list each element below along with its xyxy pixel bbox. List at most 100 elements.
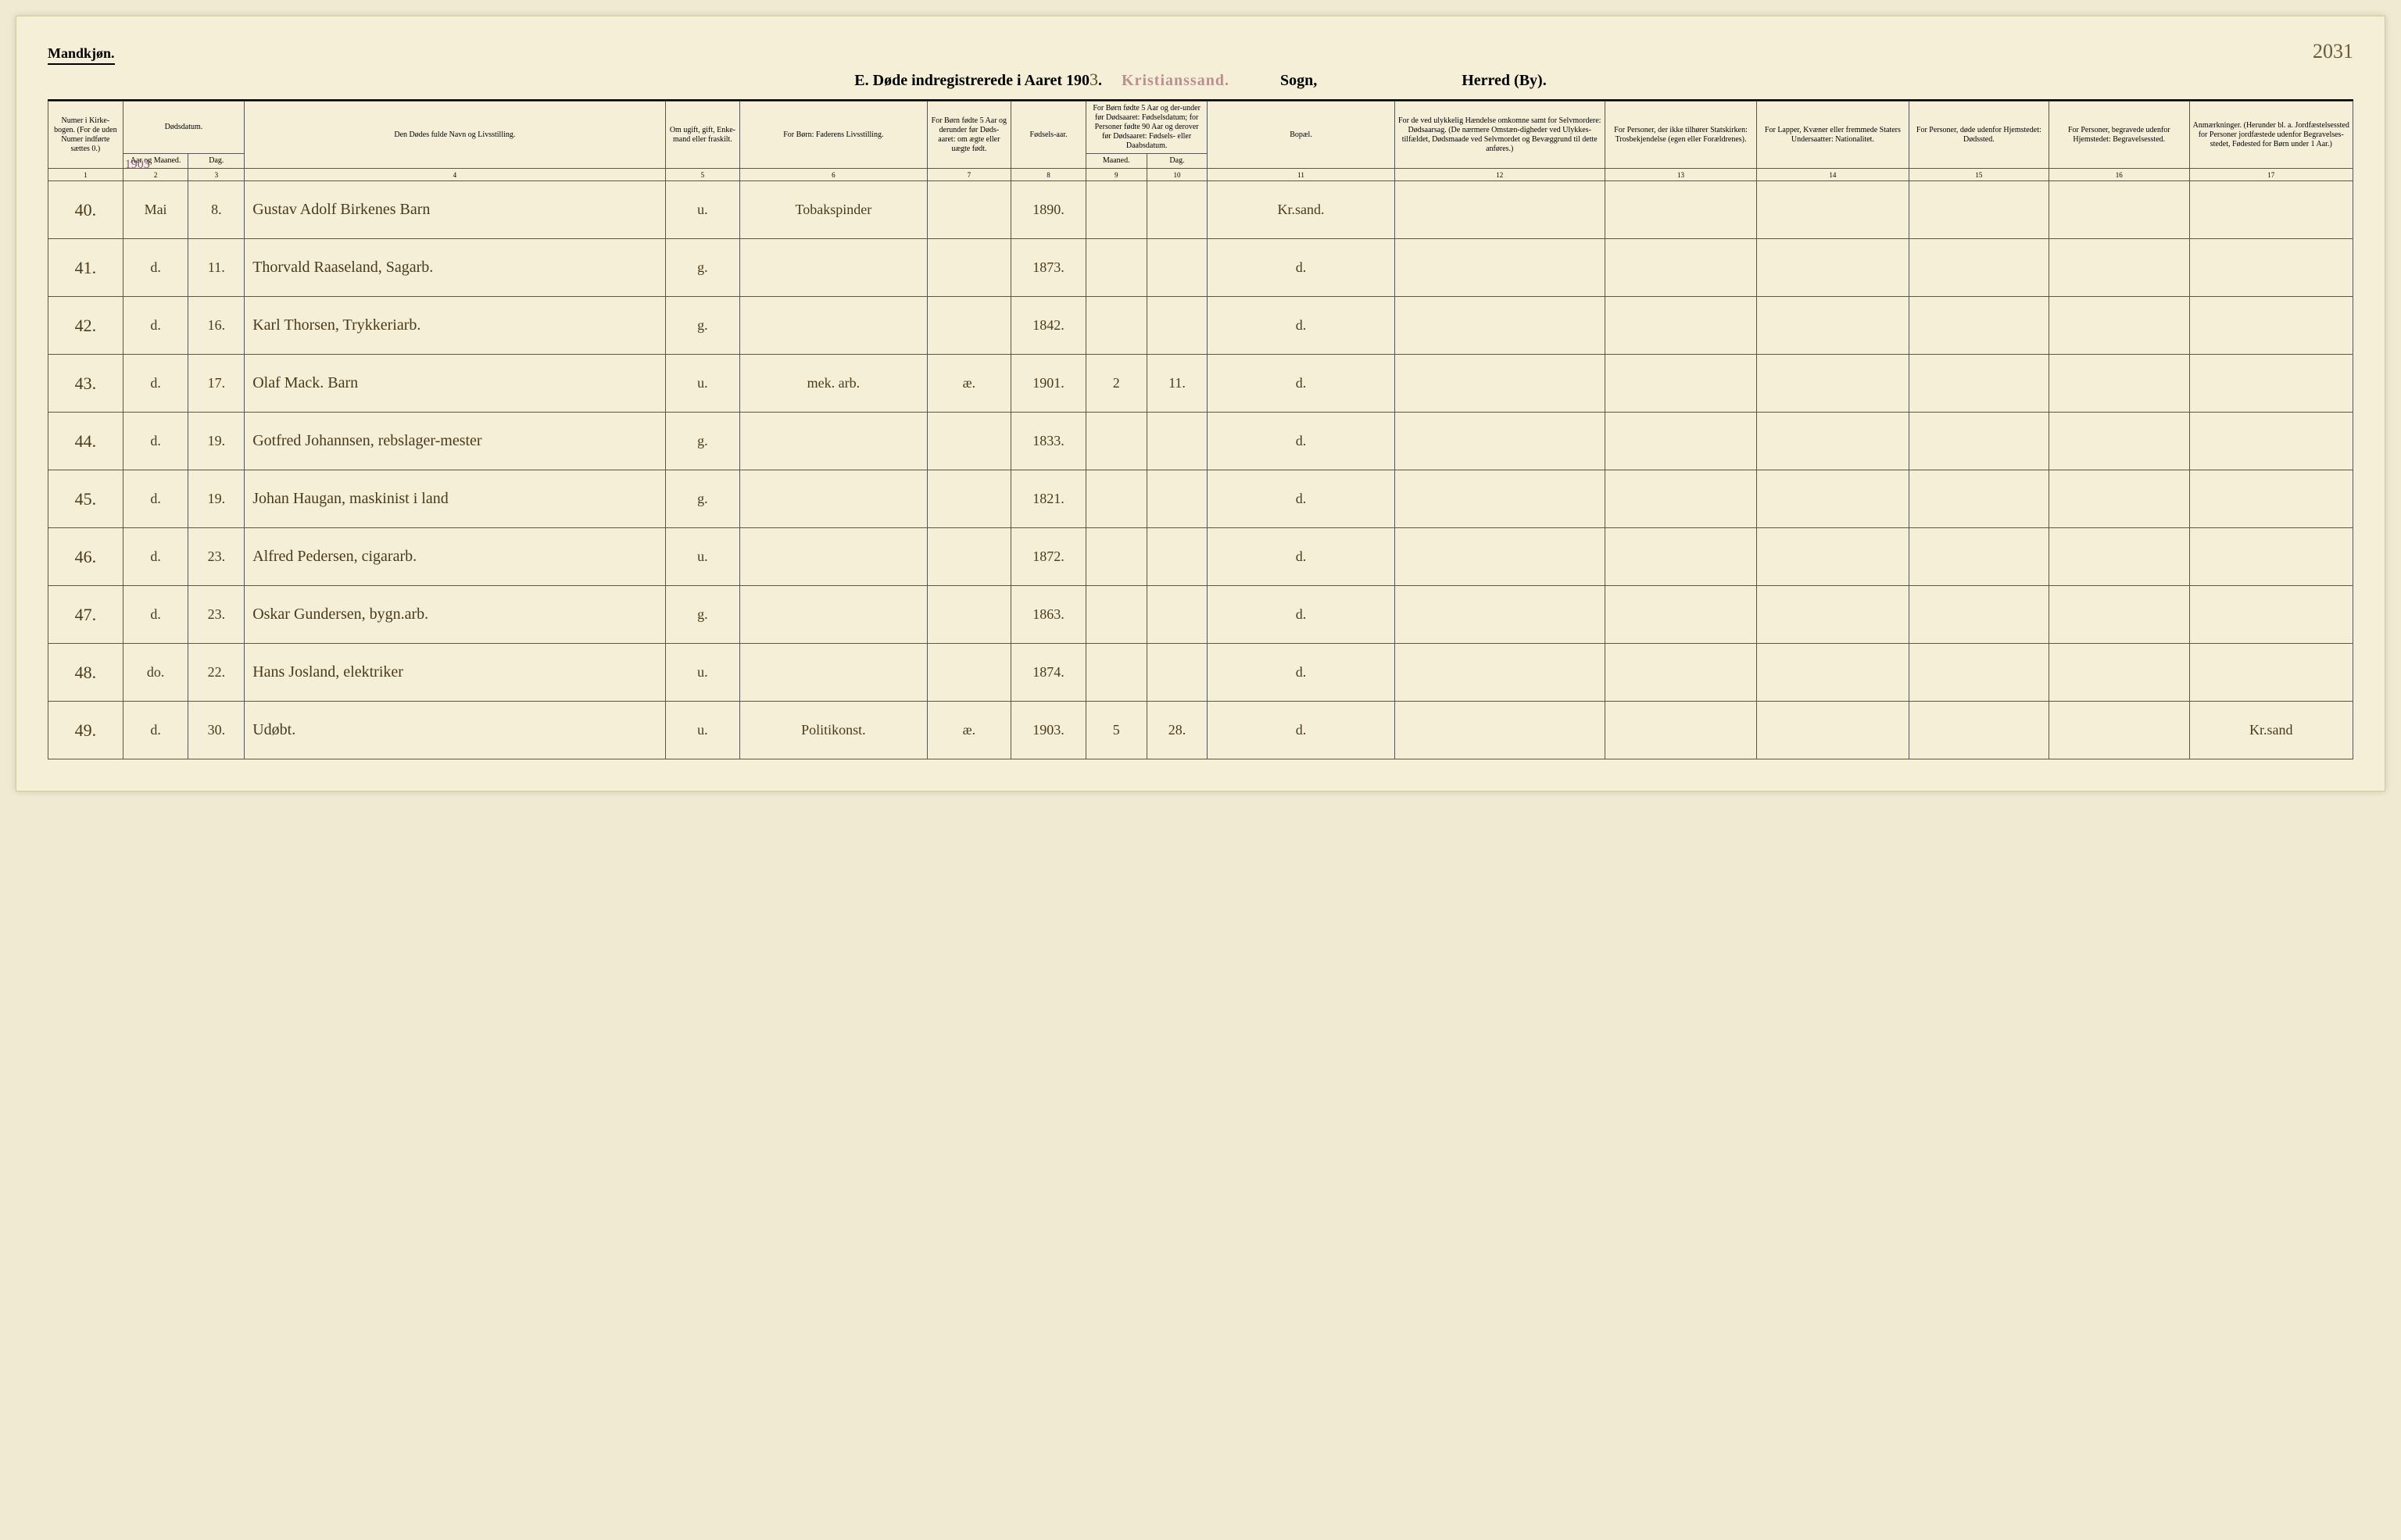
residence: d. — [1208, 586, 1394, 644]
title-row: E. Døde indregistrerede i Aaret 1903. Kr… — [48, 70, 2353, 90]
col-header-15: For Personer, døde udenfor Hjemstedet: D… — [1909, 102, 2049, 169]
table-body: 40.Mai8.Gustav Adolf Birkenes Barnu.Toba… — [48, 181, 2353, 759]
father-occupation — [740, 239, 927, 297]
father-occupation — [740, 297, 927, 355]
column-number-row: 1 21903 3 4 5 6 7 8 9 10 11 12 13 14 15 … — [48, 169, 2353, 181]
confession — [1605, 528, 1756, 586]
colnum: 11 — [1208, 169, 1394, 181]
birth-month — [1086, 181, 1147, 239]
marital-status: g. — [665, 586, 740, 644]
table-row: 41.d.11.Thorvald Raaseland, Sagarb.g.187… — [48, 239, 2353, 297]
deceased-name: Oskar Gundersen, bygn.arb. — [245, 586, 665, 644]
confession — [1605, 355, 1756, 413]
legitimacy: æ. — [927, 355, 1011, 413]
col-header-6: For Børn: Faderens Livsstilling. — [740, 102, 927, 169]
confession — [1605, 702, 1756, 759]
cause-of-death — [1394, 470, 1605, 528]
herred-label: Herred (By). — [1462, 72, 1547, 89]
colnum: 9 — [1086, 169, 1147, 181]
nationality — [1757, 702, 1909, 759]
burial-place — [2049, 355, 2189, 413]
father-occupation: Tobakspinder — [740, 181, 927, 239]
marital-status: g. — [665, 297, 740, 355]
col-header-14: For Lapper, Kvæner eller fremmede Stater… — [1757, 102, 1909, 169]
burial-place — [2049, 413, 2189, 470]
birth-month — [1086, 586, 1147, 644]
death-day: 23. — [188, 586, 245, 644]
record-number: 45. — [48, 470, 123, 528]
birth-day — [1147, 586, 1208, 644]
col-header-8: Fødsels-aar. — [1011, 102, 1086, 169]
birth-day — [1147, 239, 1208, 297]
deceased-name: Hans Josland, elektriker — [245, 644, 665, 702]
death-day: 19. — [188, 413, 245, 470]
table-row: 44.d.19.Gotfred Johannsen, rebslager-mes… — [48, 413, 2353, 470]
residence: d. — [1208, 355, 1394, 413]
death-place — [1909, 355, 2049, 413]
remarks — [2189, 239, 2353, 297]
death-place — [1909, 586, 2049, 644]
father-occupation — [740, 528, 927, 586]
marital-status: g. — [665, 239, 740, 297]
remarks — [2189, 528, 2353, 586]
remarks — [2189, 586, 2353, 644]
burial-place — [2049, 181, 2189, 239]
top-row: Mandkjøn. 2031 — [48, 40, 2353, 65]
cause-of-death — [1394, 586, 1605, 644]
birth-month — [1086, 413, 1147, 470]
col-header-7: For Børn fødte 5 Aar og derunder før Død… — [927, 102, 1011, 169]
colnum: 5 — [665, 169, 740, 181]
table-row: 47.d.23.Oskar Gundersen, bygn.arb.g.1863… — [48, 586, 2353, 644]
deceased-name: Thorvald Raaseland, Sagarb. — [245, 239, 665, 297]
col-header-1: Numer i Kirke-bogen. (For de uden Numer … — [48, 102, 123, 169]
burial-place — [2049, 644, 2189, 702]
col-header-17: Anmærkninger. (Herunder bl. a. Jordfæste… — [2189, 102, 2353, 169]
table-row: 45.d.19.Johan Haugan, maskinist i landg.… — [48, 470, 2353, 528]
marital-status: u. — [665, 644, 740, 702]
burial-place — [2049, 586, 2189, 644]
residence: d. — [1208, 702, 1394, 759]
nationality — [1757, 586, 1909, 644]
colnum: 7 — [927, 169, 1011, 181]
death-day: 16. — [188, 297, 245, 355]
death-day: 8. — [188, 181, 245, 239]
confession — [1605, 297, 1756, 355]
colnum-2: 2 — [154, 171, 158, 179]
nationality — [1757, 181, 1909, 239]
birth-month — [1086, 644, 1147, 702]
death-place — [1909, 528, 2049, 586]
remarks — [2189, 181, 2353, 239]
burial-place — [2049, 470, 2189, 528]
death-month: d. — [123, 239, 188, 297]
birth-month: 2 — [1086, 355, 1147, 413]
cause-of-death — [1394, 528, 1605, 586]
birth-month — [1086, 239, 1147, 297]
table-head: Numer i Kirke-bogen. (For de uden Numer … — [48, 102, 2353, 181]
father-occupation: mek. arb. — [740, 355, 927, 413]
record-number: 49. — [48, 702, 123, 759]
birth-day: 28. — [1147, 702, 1208, 759]
death-month: Mai — [123, 181, 188, 239]
birth-day — [1147, 470, 1208, 528]
marital-status: u. — [665, 528, 740, 586]
death-day: 23. — [188, 528, 245, 586]
residence: d. — [1208, 470, 1394, 528]
record-number: 46. — [48, 528, 123, 586]
birth-year: 1901. — [1011, 355, 1086, 413]
ledger-table: Numer i Kirke-bogen. (For de uden Numer … — [48, 101, 2353, 759]
birth-year: 1873. — [1011, 239, 1086, 297]
nationality — [1757, 297, 1909, 355]
residence: Kr.sand. — [1208, 181, 1394, 239]
sogn-label: Sogn, — [1280, 72, 1317, 89]
deceased-name: Johan Haugan, maskinist i land — [245, 470, 665, 528]
col-header-11: Bopæl. — [1208, 102, 1394, 169]
birth-month — [1086, 470, 1147, 528]
father-occupation — [740, 470, 927, 528]
cause-of-death — [1394, 644, 1605, 702]
colnum: 12 — [1394, 169, 1605, 181]
birth-day — [1147, 181, 1208, 239]
burial-place — [2049, 528, 2189, 586]
birth-year: 1821. — [1011, 470, 1086, 528]
residence: d. — [1208, 413, 1394, 470]
residence: d. — [1208, 644, 1394, 702]
